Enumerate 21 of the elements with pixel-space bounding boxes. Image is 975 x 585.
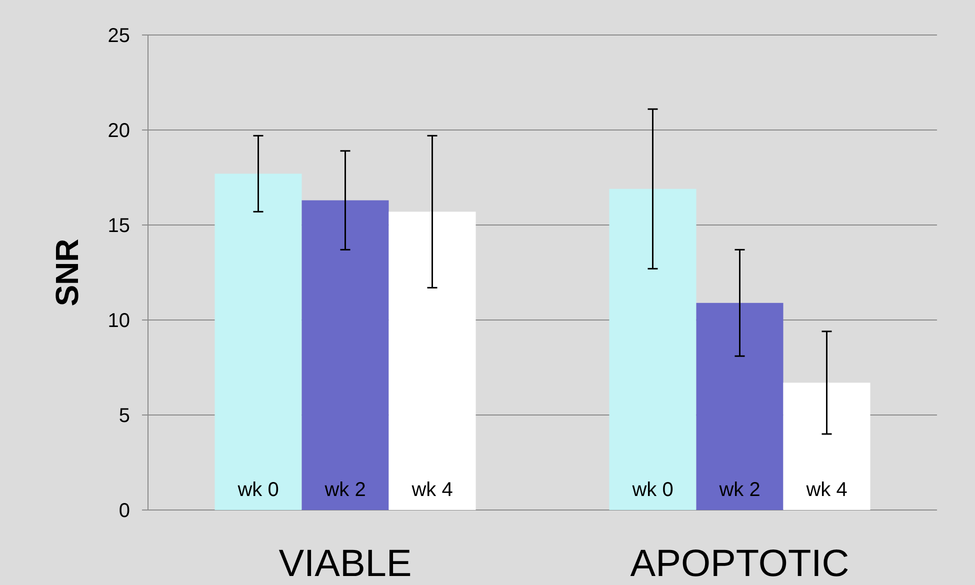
series-label: wk 2 (324, 479, 366, 501)
text: wk 4 (806, 479, 848, 501)
x-tick-label: APOPTOTIC (630, 543, 850, 585)
bar (302, 200, 389, 510)
bar (388, 212, 476, 510)
x-tick-label: VIABLE (278, 543, 412, 585)
y-tick-label: 5 (118, 405, 130, 427)
series-label: wk 0 (236, 479, 279, 501)
y-tick-label: 15 (108, 215, 130, 237)
series-label: wk 4 (410, 479, 453, 501)
y-tick-label: 25 (108, 25, 130, 47)
y-axis-title: SNR (49, 238, 85, 306)
bar (214, 174, 302, 510)
bar (609, 188, 696, 510)
y-tick-label: 10 (108, 310, 130, 332)
text: wk 0 (632, 479, 674, 501)
text: wk 2 (719, 479, 760, 501)
y-tick-label: 0 (118, 500, 130, 522)
y-tick-label: 20 (108, 120, 130, 142)
bar (696, 302, 784, 510)
bar (783, 382, 870, 510)
